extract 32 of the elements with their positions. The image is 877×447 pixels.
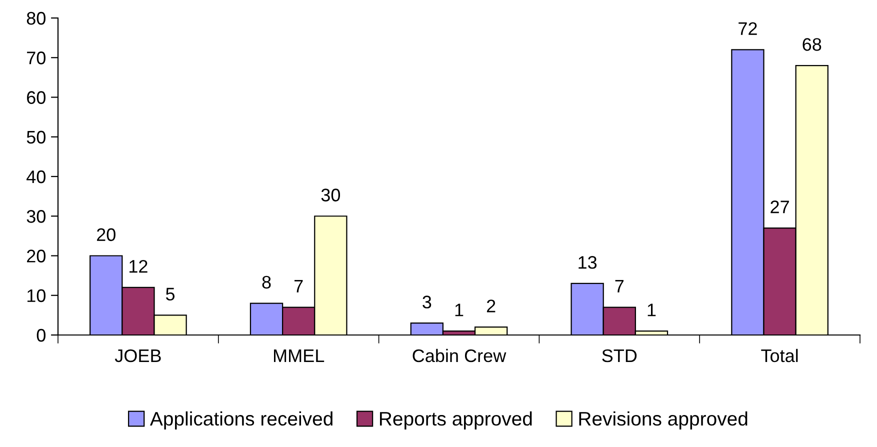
data-label: 7 xyxy=(615,280,624,292)
legend-label: Applications received xyxy=(150,411,332,430)
data-label: 13 xyxy=(578,256,597,269)
data-label: 68 xyxy=(802,38,822,51)
data-label: 8 xyxy=(262,276,271,289)
data-label: 7 xyxy=(294,280,303,292)
y-tick-label: 10 xyxy=(27,289,46,302)
x-tick-label: Total xyxy=(761,348,798,362)
y-tick-label: 60 xyxy=(27,91,46,104)
y-tick-label: 30 xyxy=(26,210,46,223)
data-label: 12 xyxy=(130,260,148,273)
x-tick-label: STD xyxy=(602,349,637,362)
y-tick-label: 50 xyxy=(26,130,46,144)
data-label: 1 xyxy=(455,304,464,316)
y-tick-label: 80 xyxy=(26,12,46,25)
legend-label: Reports approved xyxy=(380,411,532,430)
data-label: 3 xyxy=(422,296,432,308)
y-tick-label: 0 xyxy=(36,328,46,342)
y-tick-label: 20 xyxy=(27,250,46,262)
y-tick-label: 70 xyxy=(27,52,46,64)
data-label: 72 xyxy=(738,22,757,35)
x-tick-label: Cabin Crew xyxy=(412,348,506,362)
data-label: 30 xyxy=(321,188,340,202)
x-tick-label: JOEB xyxy=(114,349,161,362)
data-label: 20 xyxy=(96,228,116,242)
data-label: 5 xyxy=(166,288,175,301)
data-label: 2 xyxy=(486,300,496,312)
legend-label: Revisions approved xyxy=(579,411,748,430)
y-tick-label: 40 xyxy=(26,170,46,184)
data-label: 27 xyxy=(770,200,789,214)
x-tick-label: MMEL xyxy=(274,350,324,362)
data-label: 1 xyxy=(648,304,656,316)
